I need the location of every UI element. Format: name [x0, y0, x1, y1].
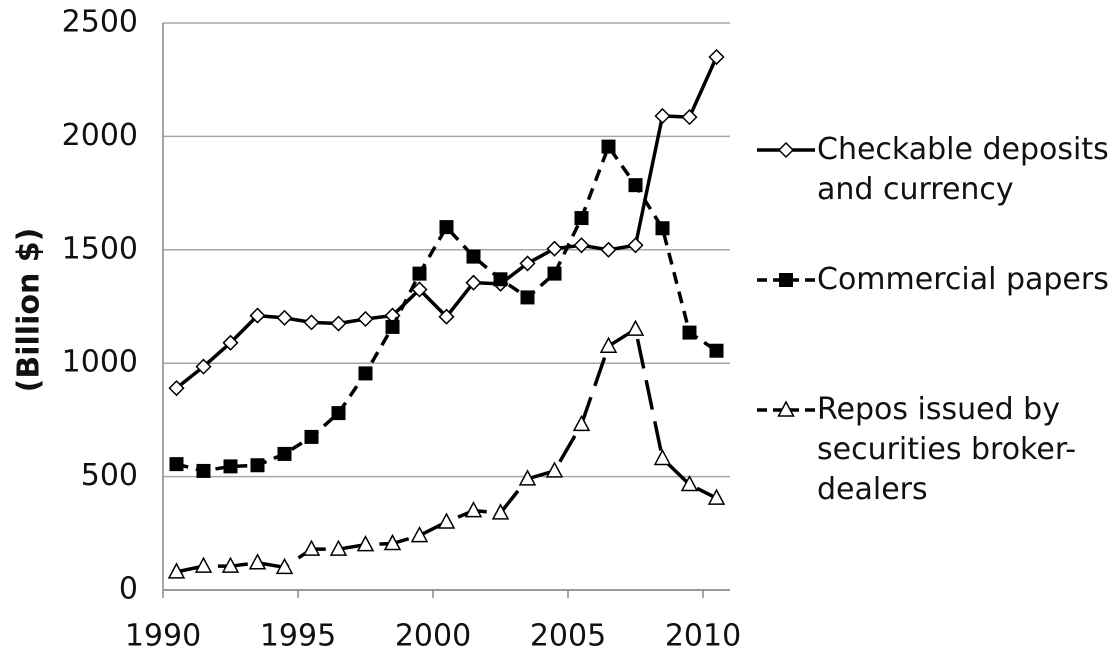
- marker: [303, 314, 320, 331]
- marker: [357, 310, 374, 328]
- marker: [438, 308, 455, 325]
- marker: [600, 241, 617, 258]
- y-tick-label: 2000: [62, 118, 138, 153]
- marker: [680, 474, 699, 492]
- x-tick-label: 1995: [260, 619, 336, 654]
- legend-label: Checkable deposits and currency: [817, 132, 1109, 207]
- marker: [439, 220, 454, 235]
- marker: [599, 336, 618, 353]
- marker: [520, 290, 535, 305]
- marker: [358, 366, 373, 381]
- marker: [627, 237, 644, 254]
- marker: [383, 533, 402, 551]
- marker: [682, 325, 697, 340]
- marker: [546, 240, 563, 257]
- marker: [573, 237, 590, 254]
- marker: [168, 380, 185, 397]
- marker: [412, 266, 427, 281]
- marker: [574, 211, 589, 226]
- y-axis-label: (Billion $): [12, 228, 47, 393]
- marker: [302, 539, 321, 556]
- marker: [329, 539, 348, 556]
- legend-marker: [777, 141, 795, 159]
- marker: [464, 501, 483, 518]
- marker: [465, 274, 482, 291]
- marker: [221, 556, 240, 573]
- marker: [572, 414, 591, 432]
- marker: [194, 556, 213, 573]
- marker: [654, 107, 671, 125]
- marker: [545, 461, 564, 478]
- marker: [518, 469, 537, 486]
- marker: [249, 307, 266, 324]
- marker: [466, 249, 481, 264]
- marker: [331, 406, 346, 421]
- marker: [304, 429, 319, 444]
- y-tick-label: 0: [119, 572, 138, 607]
- x-tick-label: 1990: [125, 619, 201, 654]
- marker: [437, 512, 456, 529]
- marker: [275, 557, 294, 575]
- y-tick-label: 2500: [62, 5, 138, 40]
- marker: [222, 334, 239, 351]
- marker: [708, 48, 725, 66]
- marker: [356, 535, 375, 552]
- x-tick-label: 2005: [530, 619, 606, 654]
- marker: [655, 221, 670, 236]
- marker: [385, 319, 400, 334]
- marker: [493, 272, 508, 287]
- x-tick-label: 2010: [665, 619, 741, 654]
- marker: [330, 315, 347, 332]
- marker: [707, 488, 726, 505]
- marker: [250, 458, 265, 473]
- marker: [653, 448, 672, 466]
- x-tick-label: 2000: [395, 619, 471, 654]
- marker: [681, 109, 698, 126]
- marker: [628, 178, 643, 193]
- y-tick-label: 1000: [62, 345, 138, 380]
- marker: [195, 358, 212, 375]
- y-tick-label: 500: [81, 458, 138, 493]
- legend-label: Repos issued by securities broker-dealer…: [817, 392, 1077, 507]
- marker: [411, 281, 428, 298]
- marker: [601, 139, 616, 154]
- marker: [248, 553, 267, 570]
- marker: [276, 309, 293, 326]
- y-tick-label: 1500: [62, 231, 138, 266]
- marker: [519, 255, 536, 272]
- marker: [626, 319, 645, 336]
- marker: [196, 463, 211, 478]
- legend-marker: [777, 400, 795, 417]
- marker: [169, 457, 184, 472]
- marker: [709, 343, 724, 358]
- marker: [410, 525, 429, 543]
- marker: [491, 503, 510, 520]
- marker: [167, 562, 186, 579]
- legend-marker: [779, 273, 793, 287]
- marker: [547, 266, 562, 281]
- marker: [223, 459, 238, 474]
- legend-label: Commercial papers: [817, 262, 1109, 297]
- series-line: [176, 326, 718, 574]
- series-line: [176, 142, 718, 473]
- marker: [277, 446, 292, 461]
